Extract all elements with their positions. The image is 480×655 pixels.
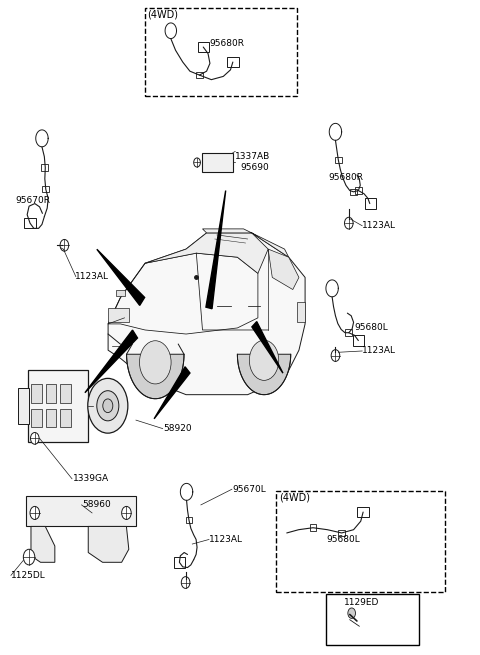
Text: 95670L: 95670L — [233, 485, 266, 494]
Circle shape — [331, 350, 340, 362]
Bar — [355, 187, 362, 194]
Bar — [46, 384, 56, 403]
Bar — [46, 409, 56, 427]
Polygon shape — [238, 354, 291, 395]
Bar — [41, 164, 48, 171]
Bar — [18, 388, 29, 424]
Bar — [174, 557, 185, 567]
Circle shape — [348, 608, 356, 618]
Polygon shape — [252, 322, 283, 373]
Text: 1123AL: 1123AL — [362, 221, 396, 231]
Polygon shape — [127, 354, 184, 399]
Polygon shape — [85, 330, 137, 393]
Polygon shape — [206, 191, 226, 309]
Bar — [28, 370, 88, 441]
Polygon shape — [203, 229, 288, 257]
Polygon shape — [108, 233, 305, 395]
Polygon shape — [88, 527, 129, 562]
Text: 58960: 58960 — [83, 500, 111, 510]
Bar — [358, 507, 369, 517]
Text: 1337AB: 1337AB — [235, 152, 270, 161]
Polygon shape — [31, 527, 55, 562]
Bar — [326, 594, 419, 645]
Circle shape — [60, 240, 69, 251]
Bar — [32, 384, 42, 403]
Text: 1129ED: 1129ED — [344, 598, 379, 607]
Circle shape — [345, 217, 353, 229]
Bar — [196, 72, 203, 79]
Circle shape — [250, 340, 279, 381]
Text: (4WD): (4WD) — [279, 493, 310, 502]
Text: 95680R: 95680R — [328, 173, 363, 182]
Bar — [338, 530, 345, 536]
Bar — [42, 186, 49, 193]
Bar — [24, 218, 36, 229]
Bar — [60, 409, 71, 427]
Bar — [346, 329, 352, 336]
Text: 95680L: 95680L — [355, 323, 388, 332]
Polygon shape — [97, 250, 144, 305]
Circle shape — [88, 379, 128, 433]
Bar — [297, 302, 305, 322]
Bar — [26, 496, 136, 527]
Bar — [353, 335, 364, 346]
Text: 58920: 58920 — [164, 424, 192, 433]
Bar — [108, 308, 129, 322]
Text: 1123AL: 1123AL — [362, 346, 396, 356]
Text: 95680R: 95680R — [209, 39, 244, 48]
Bar — [60, 384, 71, 403]
Polygon shape — [116, 290, 124, 295]
Text: (4WD): (4WD) — [147, 10, 178, 20]
Circle shape — [181, 576, 190, 588]
Text: 95690: 95690 — [240, 163, 269, 172]
Polygon shape — [268, 249, 299, 290]
Bar — [350, 189, 357, 195]
Bar — [186, 517, 192, 523]
Text: 95670R: 95670R — [16, 196, 51, 205]
Circle shape — [103, 399, 113, 413]
Text: 1123AL: 1123AL — [209, 535, 243, 544]
Bar — [32, 409, 42, 427]
Circle shape — [194, 158, 200, 167]
Bar — [335, 157, 342, 163]
Text: 1123AL: 1123AL — [75, 272, 109, 281]
Bar — [310, 525, 316, 531]
Bar — [227, 57, 239, 67]
Circle shape — [97, 390, 119, 421]
Polygon shape — [145, 233, 268, 273]
Circle shape — [140, 341, 171, 384]
Circle shape — [24, 550, 35, 565]
Bar — [202, 153, 233, 172]
Circle shape — [30, 506, 39, 519]
Text: 1339GA: 1339GA — [73, 474, 109, 483]
Text: 95680L: 95680L — [326, 535, 360, 544]
Polygon shape — [154, 367, 190, 419]
Circle shape — [121, 506, 131, 519]
Circle shape — [31, 432, 39, 444]
Text: 1125DL: 1125DL — [11, 571, 46, 580]
Bar — [364, 198, 376, 209]
Bar — [198, 42, 209, 52]
